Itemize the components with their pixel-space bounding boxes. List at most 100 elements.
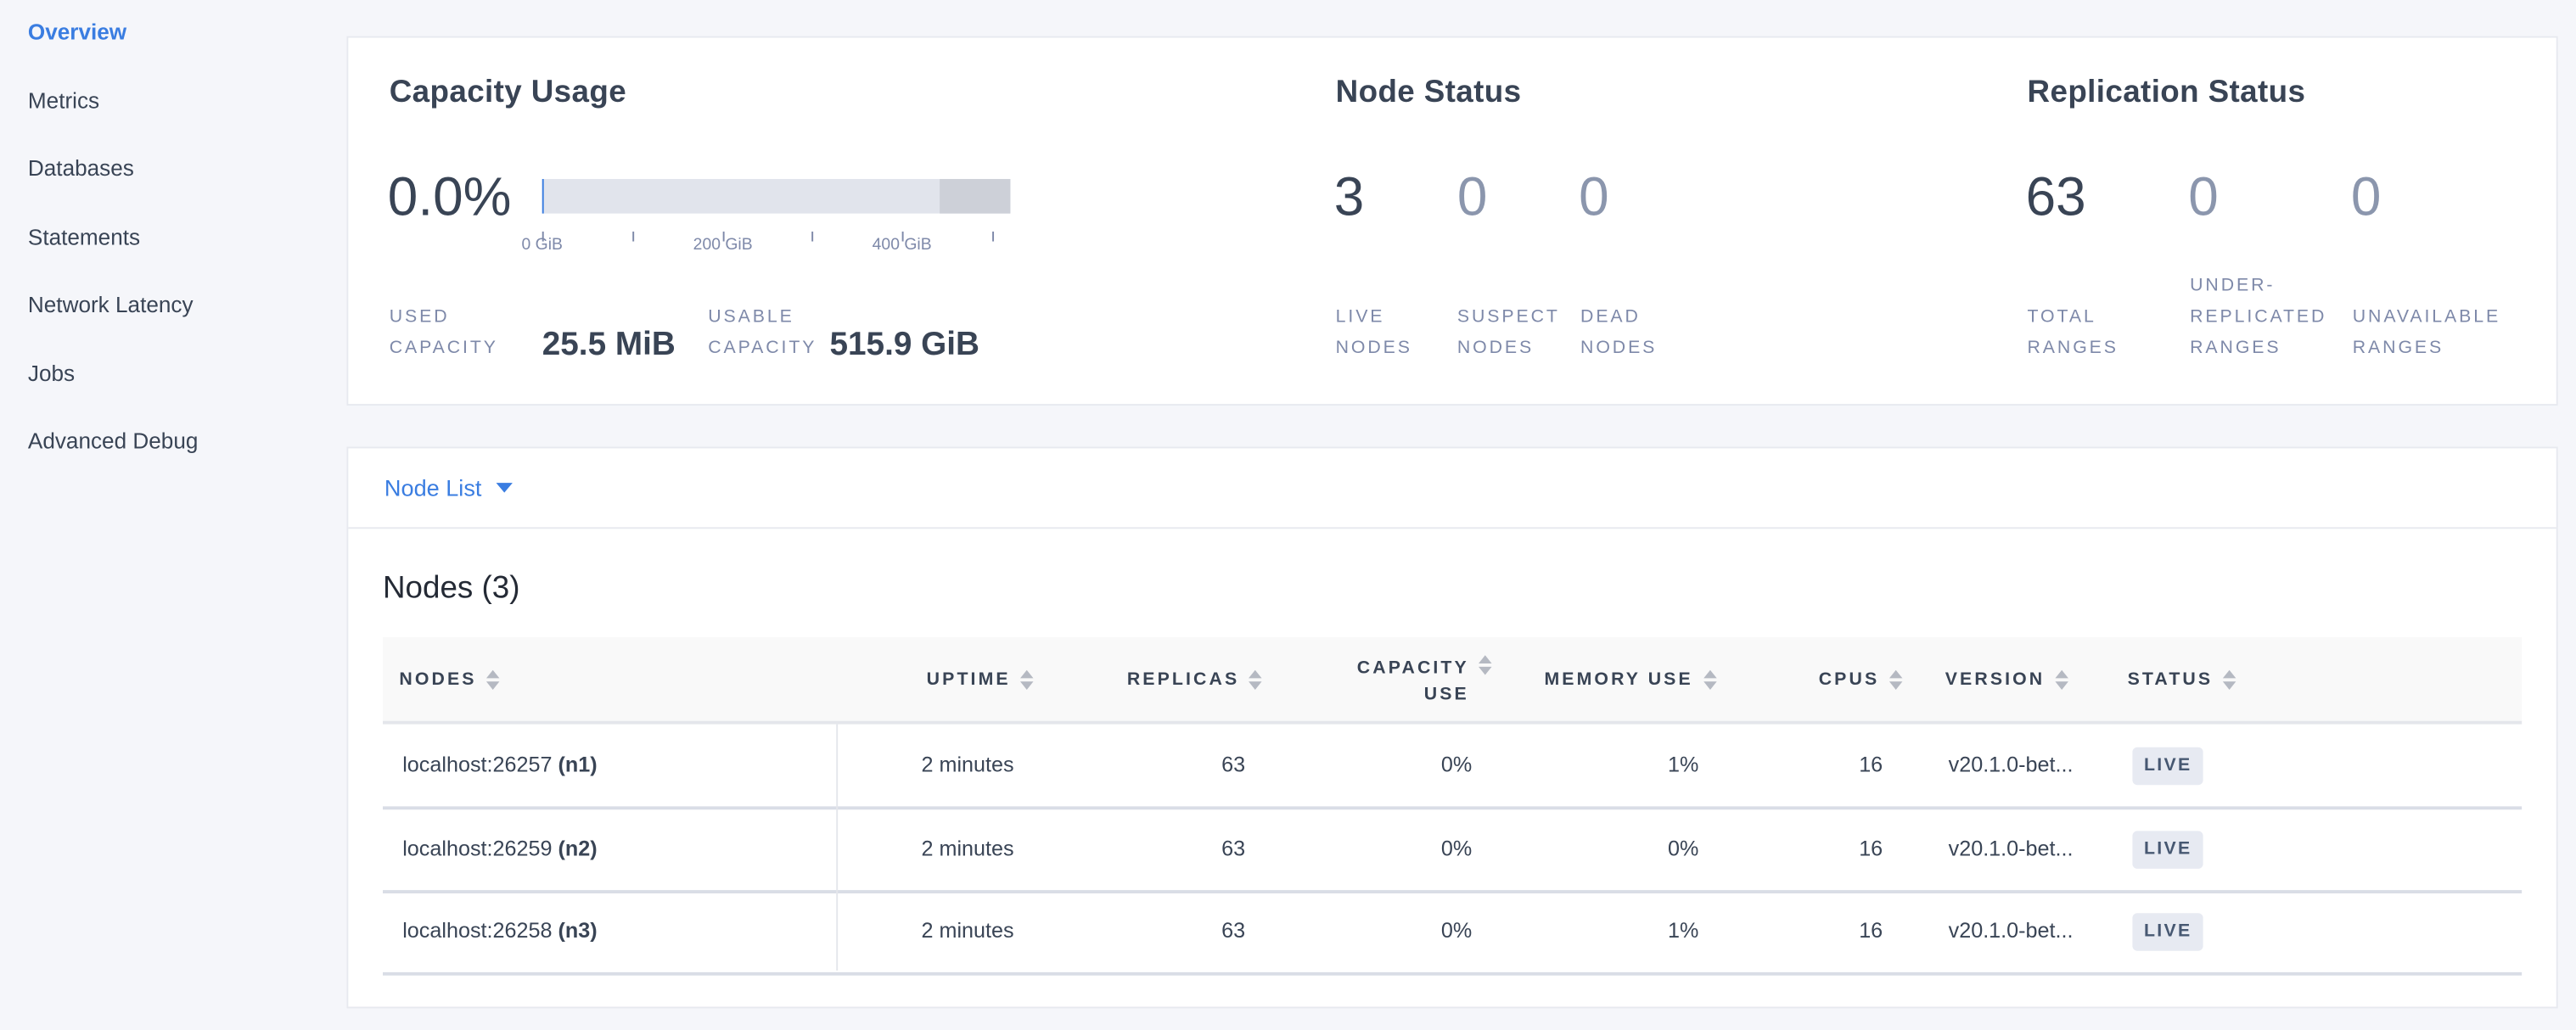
live-nodes-label: Live Nodes [1336, 302, 1412, 365]
label-line: Ranges [2352, 338, 2444, 358]
column-divider [836, 724, 839, 971]
axis-tick-label: 200 GiB [693, 236, 753, 255]
node-address: localhost:26259 [402, 835, 553, 860]
capacity-percent: 0.0% [387, 165, 512, 227]
usable-capacity-label: Usable Capacity [708, 302, 817, 365]
node-name-cell[interactable]: localhost:26259 (n2) [402, 807, 597, 889]
suspect-nodes-label: Suspect Nodes [1457, 302, 1560, 365]
column-label: Memory Use [1544, 669, 1693, 690]
under-replicated-ranges-count: 0 [2188, 165, 2219, 227]
cpus-cell: 16 [1859, 752, 1883, 777]
sidebar-item-jobs[interactable]: Jobs [27, 361, 76, 386]
label-line: Nodes [1335, 338, 1412, 358]
nodes-heading: Nodes (3) [382, 571, 520, 607]
replicas-cell: 63 [1221, 918, 1246, 943]
label-line: Nodes [1456, 338, 1535, 358]
version-cell: v20.1.0-bet... [1948, 918, 2074, 943]
used-capacity-value: 25.5 MiB [542, 327, 676, 363]
capacity-use-cell: 0% [1440, 918, 1473, 943]
sort-icon [486, 669, 500, 690]
axis-tick [542, 231, 544, 242]
column-header-cpus[interactable]: CPUs [1819, 637, 1903, 723]
node-name-cell[interactable]: localhost:26257 (n1) [402, 725, 597, 807]
axis-tick [992, 231, 995, 242]
column-header-status[interactable]: Status [2128, 637, 2236, 723]
capacity-use-cell: 0% [1440, 835, 1473, 860]
label-line: Nodes [1580, 338, 1658, 358]
label-line: Unavailable [2352, 306, 2501, 327]
replication-status-title: Replication Status [2027, 76, 2306, 110]
replicas-cell: 63 [1221, 752, 1246, 777]
column-label: Nodes [399, 669, 477, 690]
status-badge: LIVE [2132, 747, 2204, 786]
node-id: (n1) [558, 752, 598, 777]
label-line: Ranges [2190, 338, 2281, 358]
column-label: Uptime [926, 669, 1011, 690]
sidebar-item-metrics[interactable]: Metrics [27, 88, 100, 114]
uptime-cell: 2 minutes [921, 752, 1014, 777]
usable-capacity-value: 515.9 GiB [829, 327, 979, 363]
table-row[interactable]: localhost:26259 (n2) 2 minutes 63 0% 0% 16 v20… [382, 807, 2523, 893]
column-header-memory-use[interactable]: Memory Use [1544, 637, 1716, 723]
cpus-cell: 16 [1859, 835, 1883, 860]
memory-use-cell: 0% [1668, 835, 1699, 860]
total-ranges-label: Total Ranges [2028, 302, 2119, 365]
used-capacity-label: Used Capacity [390, 302, 498, 365]
column-header-version[interactable]: Version [1945, 637, 2068, 723]
column-label: Status [2127, 669, 2214, 690]
column-label: Capacity Use [1357, 655, 1469, 708]
sidebar-item-databases[interactable]: Databases [27, 155, 134, 181]
live-nodes-count: 3 [1333, 165, 1365, 227]
column-header-uptime[interactable]: Uptime [927, 637, 1034, 723]
node-list-dropdown-label: Node List [384, 474, 482, 501]
column-label-line: Use [1423, 685, 1469, 705]
label-line: Live [1335, 306, 1385, 327]
sort-icon [2054, 669, 2068, 690]
capacity-usage-title: Capacity Usage [389, 76, 627, 110]
axis-tick [722, 231, 725, 242]
node-id: (n2) [558, 835, 598, 860]
caret-down-icon [496, 483, 514, 493]
column-header-capacity-use[interactable]: Capacity Use [1357, 637, 1492, 723]
sidebar-item-overview[interactable]: Overview [27, 20, 127, 45]
label-line: Replicated [2190, 306, 2327, 327]
sidebar-item-statements[interactable]: Statements [27, 225, 141, 250]
usable-capacity-label-line2: Capacity [708, 338, 817, 358]
under-replicated-ranges-label: Under- Replicated Ranges [2190, 271, 2326, 364]
sidebar-item-network-latency[interactable]: Network Latency [27, 292, 194, 317]
axis-tick [811, 231, 814, 242]
sidebar-item-advanced-debug[interactable]: Advanced Debug [27, 428, 199, 454]
table-row[interactable]: localhost:26257 (n1) 2 minutes 63 0% 1% 16 v20… [382, 725, 2523, 810]
sort-icon [1889, 669, 1903, 690]
column-header-replicas[interactable]: Replicas [1127, 637, 1263, 723]
label-line: Suspect [1456, 306, 1560, 327]
axis-tick [901, 231, 904, 242]
usable-capacity-label-line1: Usable [708, 306, 794, 327]
unavailable-ranges-label: Unavailable Ranges [2353, 302, 2500, 365]
node-id: (n3) [558, 918, 598, 943]
node-list-dropdown[interactable]: Node List [384, 474, 514, 501]
table-row[interactable]: localhost:26258 (n3) 2 minutes 63 0% 1% 16 v20… [382, 890, 2523, 976]
column-header-nodes[interactable]: Nodes [399, 637, 500, 723]
cluster-summary-card [346, 36, 2558, 406]
sort-icon [1479, 655, 1492, 675]
status-badge: LIVE [2132, 830, 2204, 868]
replicas-cell: 63 [1221, 835, 1246, 860]
node-name-cell[interactable]: localhost:26258 (n3) [402, 890, 597, 972]
used-capacity-label-line2: Capacity [389, 338, 498, 358]
label-line: Ranges [2027, 338, 2119, 358]
column-label: Replicas [1126, 669, 1240, 690]
capacity-bar-used [542, 178, 544, 214]
sort-icon [1020, 669, 1034, 690]
sort-icon [1703, 669, 1716, 690]
version-cell: v20.1.0-bet... [1948, 835, 2074, 860]
column-label-line: Capacity [1356, 658, 1469, 679]
capacity-bar-reserved [940, 178, 1011, 214]
total-ranges-count: 63 [2025, 165, 2086, 227]
memory-use-cell: 1% [1668, 752, 1699, 777]
suspect-nodes-count: 0 [1456, 165, 1488, 227]
memory-use-cell: 1% [1668, 918, 1699, 943]
uptime-cell: 2 minutes [921, 835, 1014, 860]
sort-icon [2222, 669, 2236, 690]
column-label: Version [1945, 669, 2046, 690]
